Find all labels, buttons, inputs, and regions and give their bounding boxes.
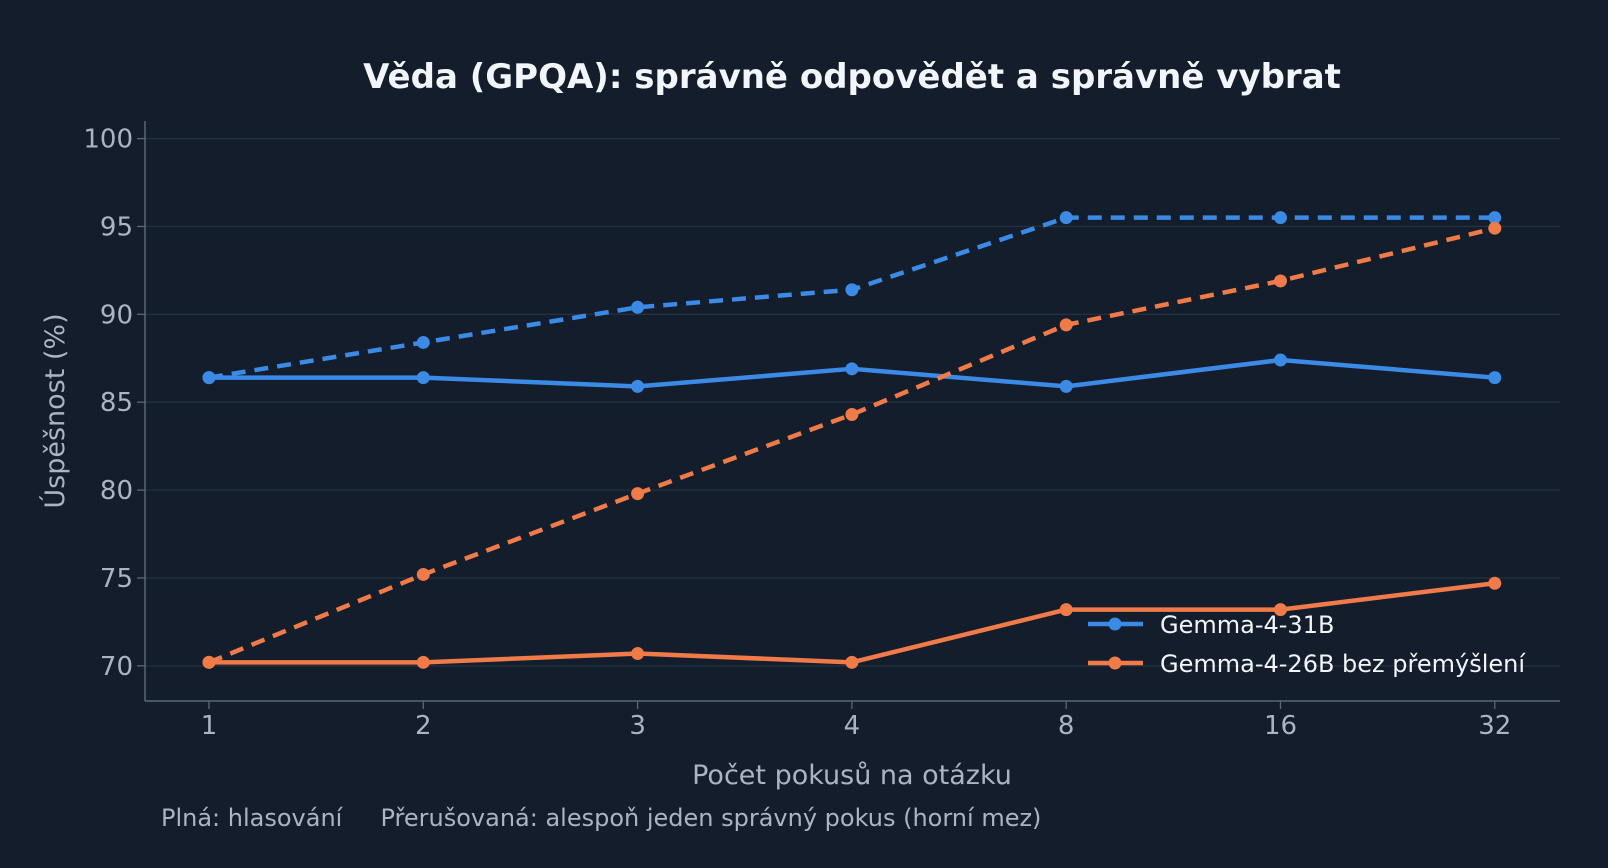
y-tick-label: 90 <box>100 300 133 330</box>
series-1-dashed-line <box>208 215 1495 380</box>
series-1-dashed-point <box>1488 211 1502 225</box>
series-1-solid-point <box>416 371 430 385</box>
chart-title: Věda (GPQA): správně odpovědět a správně… <box>363 57 1341 97</box>
x-axis-label: Počet pokusů na otázku <box>692 760 1012 791</box>
series-layer <box>202 211 1502 669</box>
chart-note: Plná: hlasování Přerušovaná: alespoň jed… <box>161 804 1041 832</box>
legend-label-series-2: Gemma-4-26B bez přemýšlení <box>1160 650 1526 678</box>
series-1-dashed-point <box>416 335 430 349</box>
series-2-solid-point <box>416 655 430 669</box>
series-1-solid-point <box>1274 353 1287 367</box>
series-1-solid-point <box>1059 379 1073 393</box>
series-1-solid-point <box>845 362 859 376</box>
series-1-solid-point <box>1488 371 1502 385</box>
legend-label-series-1: Gemma-4-31B <box>1160 611 1334 639</box>
series-1-solid-point <box>631 379 645 393</box>
series-2-dashed-point <box>631 487 645 501</box>
y-tick-label: 80 <box>100 476 133 506</box>
grid-layer <box>145 137 1560 667</box>
y-tick-label: 95 <box>100 212 133 242</box>
series-2-solid-point <box>1488 576 1502 590</box>
legend: Gemma-4-31B Gemma-4-26B bez přemýšlení <box>1088 611 1526 678</box>
series-1-dashed-point <box>631 300 645 314</box>
series-2-solid-point <box>845 655 859 669</box>
series-2-dashed-point <box>1274 274 1287 288</box>
series-2-solid-point <box>1059 603 1073 617</box>
series-2-dashed-point <box>1488 221 1502 235</box>
x-tick-label: 2 <box>415 711 432 741</box>
x-tick-label: 1 <box>201 711 218 741</box>
series-1-dashed-point <box>1274 211 1287 225</box>
series-2-solid-point <box>631 647 645 661</box>
x-tick-label: 4 <box>844 711 861 741</box>
y-tick-label: 70 <box>100 652 133 682</box>
y-tick-label: 75 <box>100 564 133 594</box>
series-2-dashed-point <box>416 567 430 581</box>
y-tick-label: 100 <box>83 125 133 155</box>
series-2-solid-point <box>1274 603 1287 617</box>
y-tick-label: 85 <box>100 388 133 418</box>
series-2-dashed-point <box>845 408 859 422</box>
series-1-dashed-point <box>845 283 859 297</box>
series-1-dashed-point <box>1059 211 1073 225</box>
legend-marker-series-2 <box>1108 656 1122 670</box>
x-tick-label: 32 <box>1478 711 1511 741</box>
series-2-dashed-point <box>1059 318 1073 332</box>
x-tick-label: 16 <box>1264 711 1297 741</box>
y-axis-label: Úspěšnost (%) <box>39 313 71 508</box>
x-tick-label: 3 <box>629 711 646 741</box>
tick-layer: 70 75 80 85 90 95 100 1 2 3 4 8 16 32 <box>83 125 1511 741</box>
series-2-solid-point <box>202 655 216 669</box>
x-tick-label: 8 <box>1058 711 1075 741</box>
series-1-solid-point <box>202 371 216 385</box>
legend-marker-series-1 <box>1108 617 1122 631</box>
